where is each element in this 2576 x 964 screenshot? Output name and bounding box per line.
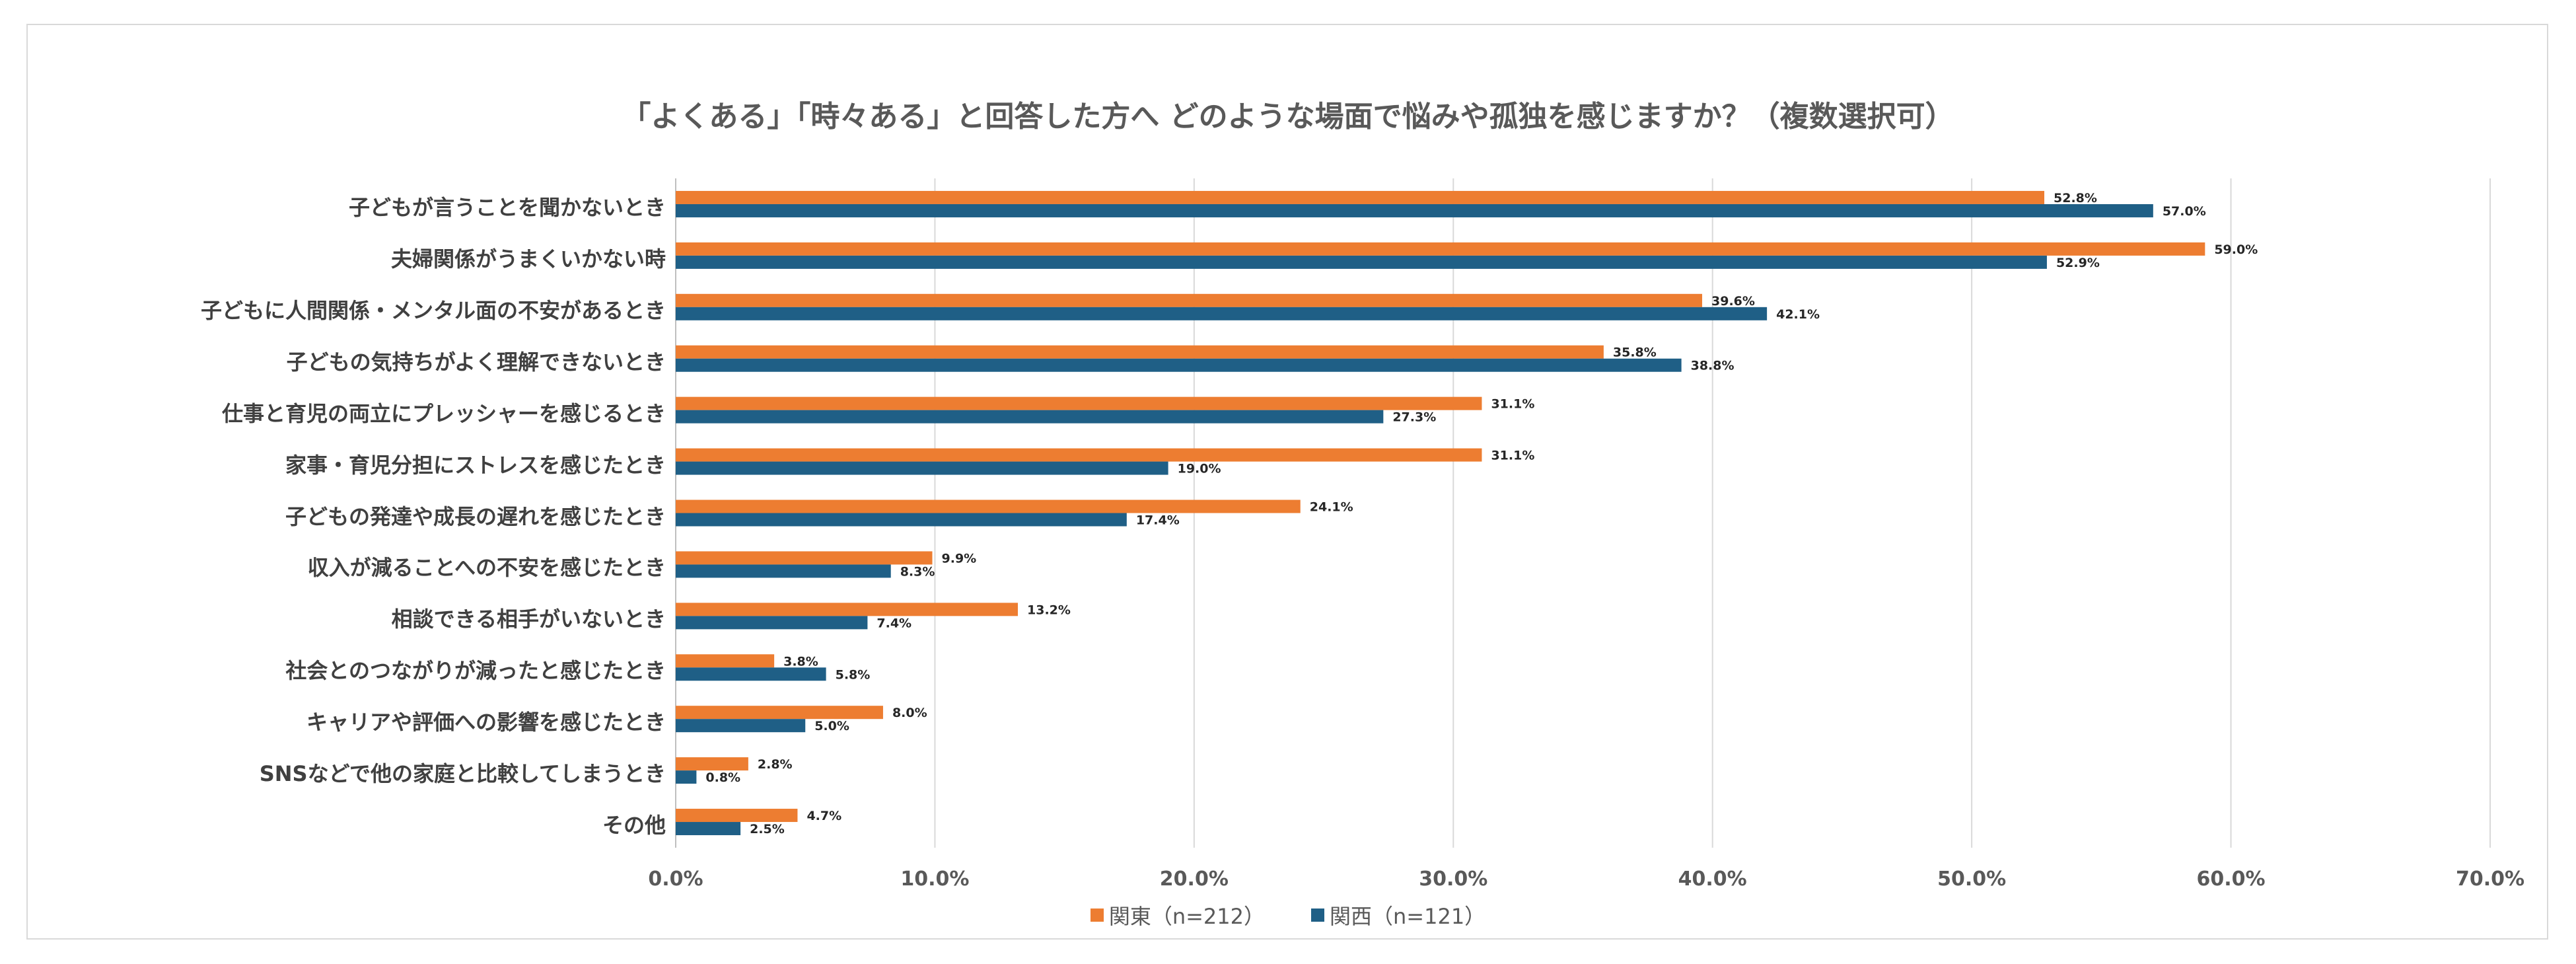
legend: 関東（n=212） 関西（n=121） — [0, 900, 2576, 930]
data-label-kanto: 9.9% — [942, 551, 977, 566]
data-label-kansai: 5.0% — [814, 719, 849, 733]
data-label-kansai: 19.0% — [1178, 462, 1221, 476]
bar-kanto — [676, 757, 748, 771]
category-label: 仕事と育児の両立にプレッシャーを感じるとき — [221, 400, 666, 426]
data-label-kansai: 5.8% — [836, 667, 871, 682]
category-label: 子どもに人間関係・メンタル面の不安があるとき — [200, 297, 666, 323]
category-label: 子どもの発達や成長の遅れを感じたとき — [285, 503, 666, 529]
data-label-kansai: 52.9% — [2056, 256, 2100, 270]
data-label-kansai: 0.8% — [705, 770, 740, 785]
category-label: SNSなどで他の家庭と比較してしまうとき — [259, 761, 666, 787]
x-tick-label: 10.0% — [900, 868, 970, 891]
bar-kansai — [676, 822, 741, 836]
x-tick-label: 60.0% — [2196, 868, 2266, 891]
data-label-kanto: 2.8% — [758, 757, 793, 772]
bar-kansai — [676, 513, 1127, 527]
bar-kansai — [676, 719, 806, 733]
category-label: 家事・育児分担にストレスを感じたとき — [285, 452, 666, 478]
bar-kansai — [676, 616, 868, 630]
legend-item-kanto: 関東（n=212） — [1090, 900, 1265, 930]
data-label-kanto: 59.0% — [2214, 242, 2258, 257]
bar-kansai — [676, 204, 2153, 217]
category-label: 夫婦関係がうまくいかない時 — [390, 246, 666, 272]
data-label-kanto: 52.8% — [2054, 191, 2097, 205]
data-label-kansai: 42.1% — [1776, 307, 1820, 322]
category-label: 社会とのつながりが減ったと感じたとき — [285, 658, 666, 684]
data-label-kansai: 17.4% — [1136, 513, 1180, 528]
x-tick-label: 40.0% — [1678, 868, 1747, 891]
bar-kansai — [676, 461, 1168, 475]
bar-kanto — [676, 242, 2205, 256]
bar-kansai — [676, 564, 891, 578]
data-label-kanto: 13.2% — [1027, 603, 1071, 617]
category-label: 相談できる相手がいないとき — [391, 607, 666, 632]
data-label-kanto: 4.7% — [806, 809, 841, 823]
data-label-kanto: 39.6% — [1711, 294, 1755, 309]
bar-kanto — [676, 654, 775, 668]
bar-kanto — [676, 448, 1482, 462]
bar-kanto — [676, 190, 2045, 204]
data-label-kansai: 7.4% — [877, 616, 912, 630]
category-label: その他 — [602, 813, 666, 838]
data-label-kanto: 24.1% — [1310, 500, 1353, 515]
x-tick-label: 30.0% — [1419, 868, 1488, 891]
data-label-kansai: 8.3% — [900, 564, 935, 579]
category-label: 子どもが言うことを聞かないとき — [348, 194, 666, 220]
data-label-kanto: 35.8% — [1613, 346, 1657, 360]
x-tick-label: 0.0% — [648, 868, 703, 891]
bar-kanto — [676, 706, 883, 720]
bar-kanto — [676, 603, 1019, 616]
legend-label-kansai: 関西（n=121） — [1330, 904, 1486, 929]
chart-frame — [26, 24, 2548, 940]
category-label: 子どもの気持ちがよく理解できないとき — [286, 349, 666, 375]
x-tick-label: 20.0% — [1159, 868, 1229, 891]
x-tick-label: 70.0% — [2455, 868, 2525, 891]
data-label-kanto: 3.8% — [783, 654, 818, 669]
legend-swatch-kansai — [1311, 908, 1324, 922]
legend-item-kansai: 関西（n=121） — [1311, 900, 1485, 930]
legend-swatch-kanto — [1090, 908, 1104, 922]
bar-kansai — [676, 410, 1384, 424]
chart-title: 「よくある」「時々ある」と回答した方へ どのような場面で悩みや孤独を感じますか？… — [622, 100, 1954, 133]
bar-kansai — [676, 667, 826, 681]
data-label-kansai: 57.0% — [2163, 204, 2206, 219]
bar-kanto — [676, 551, 933, 565]
bar-kanto — [676, 293, 1703, 307]
data-label-kansai: 2.5% — [750, 822, 785, 836]
bar-kanto — [676, 500, 1301, 513]
data-label-kansai: 38.8% — [1691, 359, 1735, 373]
bar-kanto — [676, 809, 798, 823]
category-label: 収入が減ることへの不安を感じたとき — [307, 555, 666, 581]
data-label-kanto: 8.0% — [892, 706, 927, 720]
data-label-kanto: 31.1% — [1491, 449, 1534, 463]
legend-label-kanto: 関東（n=212） — [1108, 904, 1265, 929]
bar-kanto — [676, 396, 1482, 410]
bar-kansai — [676, 770, 697, 784]
category-label: キャリアや評価への影響を感じたとき — [306, 710, 666, 735]
data-label-kansai: 27.3% — [1392, 410, 1436, 425]
data-label-kanto: 31.1% — [1491, 397, 1534, 412]
bar-kansai — [676, 358, 1682, 372]
x-tick-label: 50.0% — [1937, 868, 2007, 891]
bar-kansai — [676, 307, 1768, 320]
bar-kansai — [676, 255, 2047, 269]
bar-kanto — [676, 345, 1604, 359]
